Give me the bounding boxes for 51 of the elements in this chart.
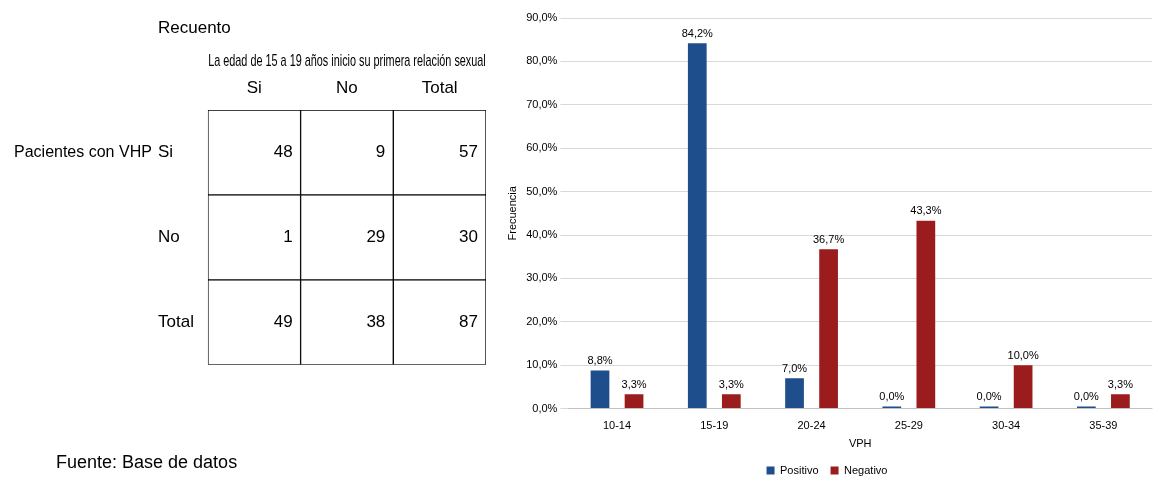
data-label: 48 [273, 142, 293, 162]
y-tick-label: 50,0% [526, 184, 558, 197]
y-tick-label: 0,0% [532, 401, 558, 414]
y-tick-label: Total [158, 312, 194, 332]
chart-title: Recuento [158, 17, 231, 37]
data-label: 84,2% [681, 26, 714, 39]
data-label: 43,3% [910, 204, 942, 217]
data-label: 38 [366, 312, 386, 332]
x-tick-label: 25-29 [894, 419, 923, 432]
data-label: 0,0% [879, 390, 905, 403]
data-label: 8,8% [587, 353, 613, 366]
x-tick-label: No [336, 78, 358, 98]
y-tick-label: 30,0% [526, 271, 558, 284]
data-label: 7,0% [782, 361, 808, 374]
data-label: 9 [375, 142, 386, 162]
y-tick-label: 90,0% [526, 11, 558, 24]
y-tick-label: 80,0% [526, 54, 558, 67]
y-tick-label: 10,0% [526, 358, 558, 371]
x-tick-label: 20-24 [797, 419, 826, 432]
data-label: 3,3% [1107, 377, 1134, 390]
data-label: 87 [459, 312, 478, 332]
source-note: Fuente: Base de datos [56, 452, 238, 473]
y-tick-label: 40,0% [526, 228, 558, 241]
x-tick-label: 10-14 [602, 419, 632, 432]
data-label: 36,7% [812, 232, 845, 245]
y-tick-label: 70,0% [526, 97, 558, 110]
y-tick-label: No [158, 227, 180, 247]
data-label: 29 [366, 227, 386, 247]
x-tick-label: Total [421, 78, 458, 98]
data-label: 10,0% [1007, 348, 1039, 361]
x-tick-label: Si [246, 78, 262, 98]
x-tick-label: 30-34 [992, 419, 1021, 432]
x-axis-title: La edad de 15 a 19 años inicio su primera relación sexual [208, 52, 486, 70]
y-tick-label: 20,0% [526, 314, 558, 327]
y-tick-label: Si [158, 142, 174, 162]
y-axis-title: Pacientes con VHP [14, 142, 152, 160]
y-tick-label: 60,0% [526, 141, 558, 154]
x-axis-title: VPH [848, 437, 872, 450]
data-label: 3,3% [621, 377, 647, 390]
x-tick-label: 15-19 [700, 419, 729, 432]
data-label: 49 [273, 312, 293, 332]
data-label: 57 [459, 142, 478, 162]
legend-label: Positivo [780, 463, 819, 476]
x-tick-label: 35-39 [1089, 419, 1118, 432]
data-label: 1 [283, 227, 293, 247]
data-label: 0,0% [1073, 390, 1100, 403]
legend-label: Negativo [844, 463, 888, 476]
data-label: 30 [459, 227, 478, 247]
y-axis-title: Frecuencia [505, 185, 518, 241]
data-label: 3,3% [718, 377, 745, 390]
data-label: 0,0% [976, 390, 1002, 403]
